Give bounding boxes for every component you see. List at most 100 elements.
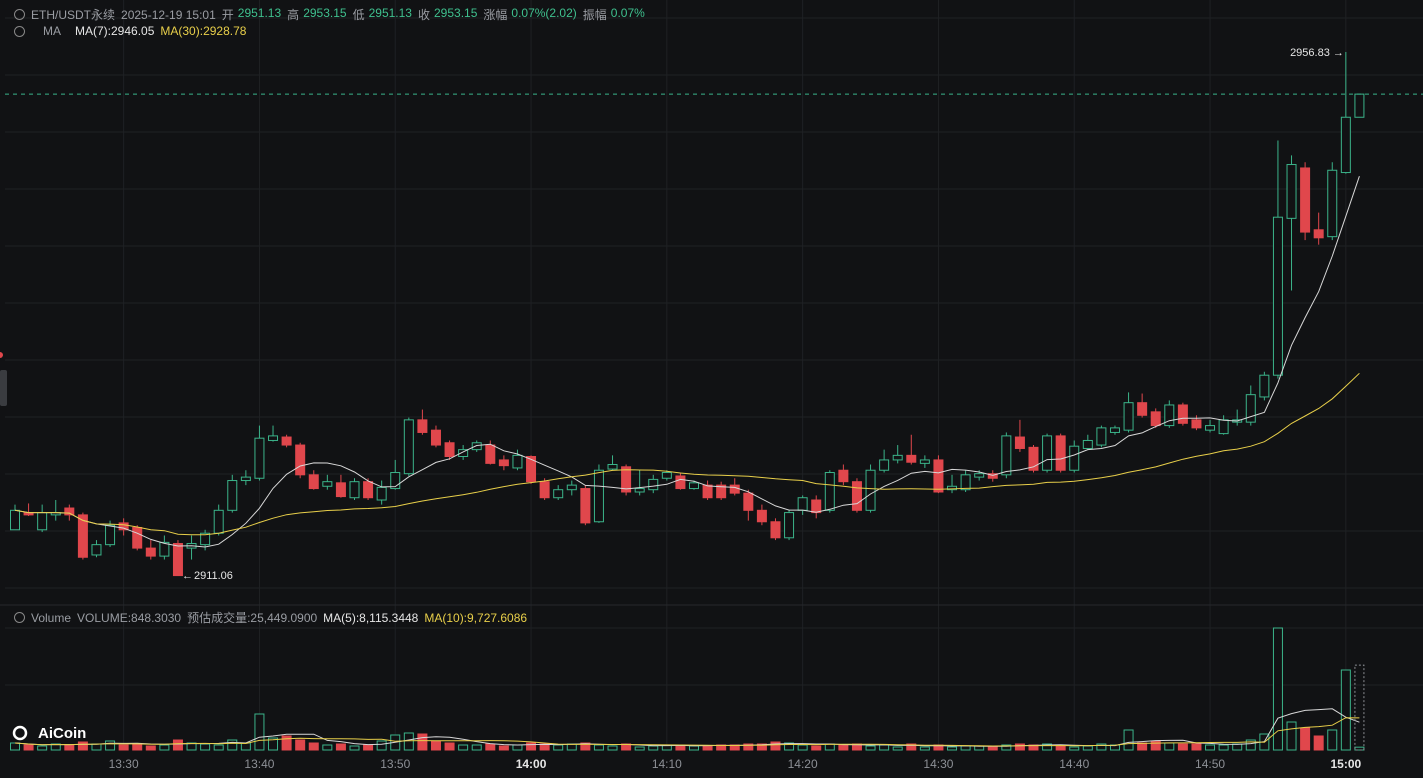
candle-body (1218, 419, 1229, 435)
volume-bar (417, 733, 428, 751)
candle-body (64, 507, 75, 516)
field-label: 高 (287, 8, 300, 22)
candle-body (1245, 394, 1256, 423)
volume-bar (1096, 743, 1107, 751)
volume-bar (118, 744, 129, 751)
max-label: 2956.83 (1290, 47, 1330, 59)
candle-body (865, 469, 876, 511)
volume-bar (1137, 742, 1148, 751)
volume-bar (1218, 744, 1229, 751)
volume-bar (1272, 627, 1283, 751)
volume-bar (987, 746, 998, 751)
candle-body (1123, 402, 1134, 431)
candle-body (974, 473, 985, 478)
collapse-icon[interactable] (14, 25, 25, 37)
volume-bar (254, 713, 265, 751)
volume-bar (1164, 742, 1175, 751)
candle-body (145, 547, 156, 557)
volume-bar (892, 746, 903, 751)
volume-bar (458, 744, 469, 751)
x-tick-label: 13:40 (244, 757, 274, 771)
volume-bar (906, 743, 917, 751)
field-label: 开 (221, 8, 234, 22)
volume-bar (865, 745, 876, 751)
candle-body (987, 473, 998, 479)
field-label: 收 (417, 8, 430, 22)
candle-body (240, 476, 251, 482)
volume-bar (1150, 740, 1161, 751)
candle-body (1327, 169, 1338, 238)
candle-body (200, 532, 211, 546)
candle-body (851, 481, 862, 511)
candle-body (1340, 116, 1351, 174)
candle-body (118, 522, 129, 531)
volume-bar (200, 743, 211, 751)
candle-body (498, 459, 509, 467)
volume-bar (132, 743, 143, 751)
candle-body (159, 541, 170, 557)
candle-body (1354, 93, 1365, 118)
candle-body (784, 512, 795, 539)
candle-body (960, 474, 971, 491)
collapse-icon[interactable] (14, 612, 25, 623)
volume-bar (159, 744, 170, 751)
volume-bar (1055, 745, 1066, 751)
volume-bar (281, 735, 292, 751)
volume-bar (784, 742, 795, 751)
ma-legend: MA MA(7):2946.05 MA(30):2928.78 (14, 24, 246, 38)
candle-body (1177, 404, 1188, 424)
field-value: 2951.13 (368, 6, 412, 20)
candle-body (743, 492, 754, 511)
volume-bar (322, 744, 333, 751)
volume-bar (634, 746, 645, 751)
x-tick-label: 13:30 (109, 757, 139, 771)
side-tab[interactable] (0, 370, 7, 406)
candle-body (661, 472, 672, 479)
candle-body (648, 478, 659, 491)
candle-body (213, 509, 224, 534)
candle-body (512, 454, 523, 469)
candle-body (417, 419, 428, 433)
logo-text: AiCoin (38, 725, 86, 742)
candle-body (539, 481, 550, 499)
volume-bar (430, 740, 441, 751)
volume-bar (1042, 743, 1053, 751)
logo-icon (12, 725, 28, 741)
volume-item: MA(10):9,727.6086 (424, 610, 528, 625)
candle-body (811, 499, 822, 514)
candle-body (363, 481, 374, 499)
volume-bar (308, 742, 319, 751)
volume-bar (376, 740, 387, 751)
volume-bar (363, 744, 374, 751)
candle-body (471, 442, 482, 451)
candle-body (892, 454, 903, 461)
field-value: 2953.15 (303, 6, 347, 20)
min-label: 2911.06 (194, 570, 233, 582)
volume-bar (1191, 743, 1202, 751)
candle-body (824, 472, 835, 511)
logo: AiCoin (12, 725, 86, 742)
candle-body (716, 484, 727, 499)
volume-bar (797, 744, 808, 751)
volume-bar (960, 745, 971, 751)
field-label: 振幅 (582, 8, 607, 22)
candle-body (458, 449, 469, 457)
header-row: ETH/USDT永续 2025-12-19 15:01 开 2951.13 高 295… (14, 6, 645, 23)
x-tick-label: 14:00 (516, 757, 547, 771)
volume-bar (485, 743, 496, 751)
collapse-icon[interactable] (14, 9, 25, 20)
candle-body (675, 475, 686, 490)
x-tick-label: 15:00 (1330, 757, 1361, 771)
candle-body (526, 455, 537, 483)
candle-body (376, 486, 387, 501)
candle-body (1096, 427, 1107, 446)
candle-body (91, 544, 102, 556)
candle-body (770, 521, 781, 539)
symbol: ETH/USDT永续 (31, 8, 116, 22)
volume-bar (1300, 727, 1311, 751)
candle-body (254, 437, 265, 479)
fields: 开 2951.13 高 2953.15 低 2951.13 收 2953.15 涨幅 0.07%(… (222, 6, 645, 23)
ma-item: MA(30):2928.78 (160, 24, 247, 38)
candle-body (1150, 411, 1161, 427)
field-value: 0.07%(2.02) (511, 6, 577, 20)
